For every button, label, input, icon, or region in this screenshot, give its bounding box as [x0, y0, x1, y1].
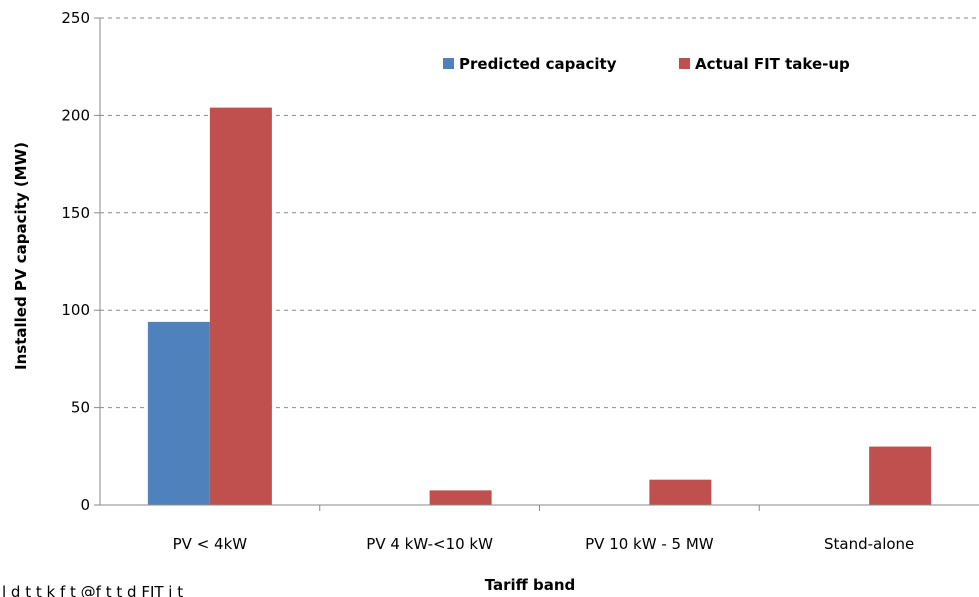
y-tick-label: 100	[61, 301, 90, 319]
x-category-labels: PV < 4kW PV 4 kW-<10 kW PV 10 kW - 5 MW Sta…	[173, 535, 915, 553]
y-tick-label: 250	[61, 9, 90, 27]
y-tick-label: 0	[80, 496, 90, 514]
x-category-label: Stand-alone	[824, 535, 914, 553]
x-category-label: PV 10 kW - 5 MW	[585, 535, 714, 553]
caption-text: l d t t k f t @f t t d FIT i t	[2, 583, 183, 597]
y-tick-label: 50	[71, 399, 90, 417]
bar-actual-1	[429, 490, 492, 505]
bar-actual-2	[649, 479, 712, 505]
legend: Predicted capacity Actual FIT take-up	[443, 55, 850, 73]
y-tick-label: 150	[61, 204, 90, 222]
x-axis-title: Tariff band	[485, 576, 576, 594]
legend-swatch-actual	[679, 58, 690, 69]
bar-actual-3	[869, 446, 932, 505]
x-category-label: PV < 4kW	[173, 535, 248, 553]
axes	[94, 17, 979, 511]
x-category-label: PV 4 kW-<10 kW	[366, 535, 493, 553]
legend-swatch-predicted	[443, 58, 454, 69]
y-tick-label: 200	[61, 106, 90, 124]
y-tick-labels: 0 50 100 150 200 250	[61, 9, 90, 514]
legend-label-actual: Actual FIT take-up	[695, 55, 850, 73]
legend-label-predicted: Predicted capacity	[459, 55, 617, 73]
y-axis-title: Installed PV capacity (MW)	[12, 142, 30, 370]
bars	[147, 107, 932, 505]
bar-predicted-0	[147, 321, 210, 505]
bar-actual-0	[209, 107, 272, 505]
